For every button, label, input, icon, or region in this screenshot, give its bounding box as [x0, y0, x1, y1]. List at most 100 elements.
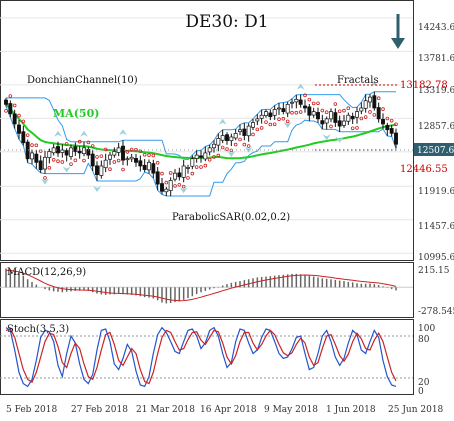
fractal-down-marker [62, 166, 71, 173]
sar-dot [147, 153, 151, 157]
candle-body [259, 114, 264, 119]
candle-body [8, 103, 13, 115]
sar-dot [112, 160, 117, 164]
candle-body [363, 100, 368, 109]
candle-body [34, 153, 39, 163]
donchian-label: DonchianChannel(10) [27, 75, 138, 86]
sar-dot [134, 147, 138, 152]
sar-dot [281, 116, 286, 121]
candle-body [129, 156, 134, 160]
candle-body [324, 118, 329, 124]
sar-dot [30, 143, 34, 147]
candle-body [294, 98, 299, 103]
sar-dot [108, 167, 112, 172]
fractal-down-marker [335, 136, 344, 143]
sar-dot [194, 165, 199, 169]
sar-dot [285, 119, 290, 124]
sar-label: ParabolicSAR(0.02,0.2) [172, 212, 290, 223]
sar-dot [385, 116, 390, 121]
sar-dot [34, 143, 39, 148]
candle-body [142, 164, 147, 170]
sar-dot [251, 132, 255, 137]
x-tick: 21 Mar 2018 [136, 405, 195, 415]
sar-dot [181, 184, 186, 189]
candle-body [99, 165, 104, 176]
sar-dot [77, 139, 82, 144]
sar-dot [17, 113, 21, 118]
sar-dot [90, 144, 95, 148]
sar-dot [368, 110, 372, 114]
candle-body [329, 111, 333, 120]
fractal-down-marker [179, 187, 188, 194]
upper-fractal-value: 13182.78 [400, 80, 448, 91]
sar-dot [173, 184, 177, 188]
sar-dot [190, 171, 195, 176]
candle-body [25, 141, 30, 160]
candle-body [285, 104, 290, 114]
candle-body [199, 155, 203, 158]
candle-body [77, 150, 82, 154]
candle-body [337, 120, 342, 127]
sar-dot [233, 142, 238, 147]
y-tick: 14243.66 [418, 23, 454, 33]
sar-dot [246, 144, 251, 148]
sar-dot [372, 113, 377, 117]
fractal-down-marker [41, 178, 49, 185]
fractal-up-marker [119, 129, 127, 136]
sar-dot [64, 142, 69, 146]
sar-dot [268, 122, 273, 127]
candle-body [233, 133, 238, 139]
candle-body [307, 106, 312, 116]
sar-dot [151, 153, 156, 158]
candle-body [220, 135, 225, 141]
ma-label: MA(50) [53, 107, 99, 120]
sar-dot [125, 150, 130, 154]
sar-dot [324, 110, 329, 115]
x-tick: 27 Feb 2018 [71, 405, 128, 415]
candle-body [138, 160, 143, 167]
sar-dot [255, 127, 260, 132]
stoch-y-100: 100 [418, 324, 435, 334]
donchian-lower-line [5, 106, 397, 197]
fractals-label: Fractals [337, 75, 379, 86]
candle-body [64, 150, 69, 156]
sar-dot [25, 133, 30, 137]
y-tick: 10995.66 [418, 253, 454, 263]
candle-body [385, 124, 390, 131]
sar-dot [203, 163, 208, 168]
candle-body [203, 152, 208, 160]
candle-body [69, 147, 73, 157]
y-tick: 11919.66 [418, 187, 454, 197]
fractal-up-marker [296, 83, 305, 90]
chart-title: DE30: D1 [185, 12, 268, 32]
stoch-d-line [5, 328, 397, 385]
candle-body [160, 183, 164, 192]
candle-body [311, 111, 316, 116]
sar-dot [342, 108, 346, 113]
sar-dot [225, 147, 229, 151]
sar-dot [381, 107, 385, 111]
candle-body [155, 171, 160, 185]
macd-label: MACD(12,26,9) [7, 267, 86, 278]
candle-body [389, 128, 394, 134]
candle-body [277, 107, 281, 110]
x-tick: 9 May 2018 [264, 405, 318, 415]
candle-body [251, 122, 255, 128]
sar-dot [264, 120, 268, 124]
sar-dot [394, 122, 398, 127]
stoch-y-0: 0 [418, 387, 424, 397]
candle-body [333, 112, 338, 123]
candle-body [168, 180, 173, 191]
sar-dot [307, 97, 312, 102]
candle-body [368, 96, 372, 103]
candle-body [272, 109, 277, 116]
candle-body [86, 149, 91, 156]
candle-body [12, 113, 17, 125]
y-tick: 13319.66 [418, 86, 454, 96]
sar-dot [199, 165, 203, 169]
sar-dot [355, 126, 359, 130]
candle-body [164, 188, 169, 193]
candle-body [264, 111, 268, 116]
candle-body [350, 115, 355, 120]
sar-layer [4, 93, 398, 189]
